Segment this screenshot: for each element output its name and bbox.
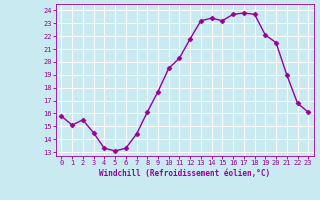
X-axis label: Windchill (Refroidissement éolien,°C): Windchill (Refroidissement éolien,°C) [99,169,270,178]
